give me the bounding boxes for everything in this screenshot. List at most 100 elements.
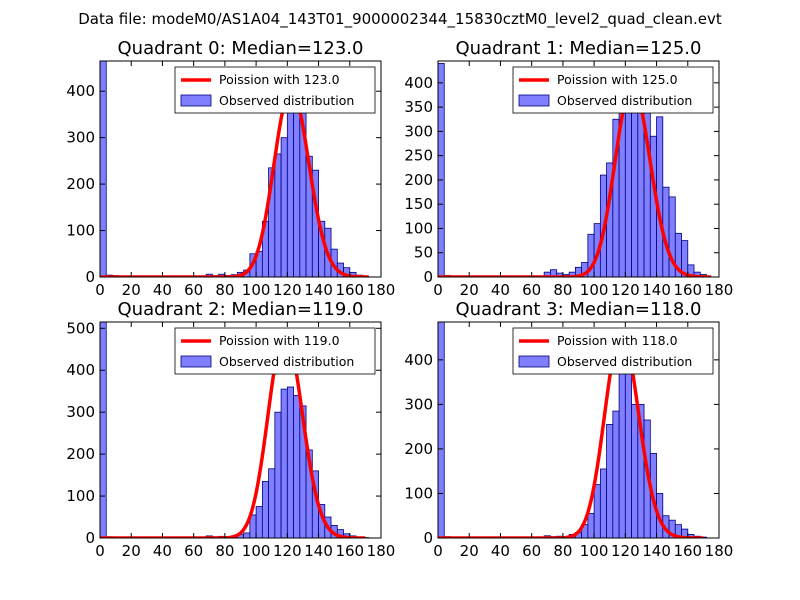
axes-frame [99, 60, 382, 278]
y-tick-label: 0 [85, 529, 95, 547]
x-tick-label: 80 [215, 542, 234, 560]
x-tick-label: 120 [273, 542, 302, 560]
legend-label-fit: Poission with 119.0 [219, 333, 340, 348]
y-tick-label: 250 [404, 147, 433, 165]
x-tick-label: 140 [304, 542, 333, 560]
histogram-bar [274, 411, 282, 538]
x-tick-label: 140 [642, 542, 671, 560]
x-tick-label: 160 [335, 281, 364, 299]
histogram-bar [286, 111, 294, 277]
histogram-bar [624, 106, 632, 277]
legend: Poission with 125.0 Observed distribution [512, 66, 714, 114]
x-tick-label: 40 [153, 542, 172, 560]
legend-bar-swatch [518, 355, 550, 368]
x-tick-label: 80 [553, 542, 572, 560]
subplot-quadrant-3: 0 20 40 60 80 100 120 140 160 1800100200300400Qua… [404, 299, 733, 560]
axes-frame [99, 321, 382, 539]
y-tick-label: 300 [404, 122, 433, 140]
x-tick-label: 180 [705, 281, 734, 299]
x-tick-label: 120 [611, 542, 640, 560]
subplot-quadrant-2: 0 20 40 60 80 100 120 140 160 1800100200300400500… [66, 299, 395, 560]
x-tick-label: 140 [304, 281, 333, 299]
y-tick-label: 50 [414, 244, 433, 262]
histogram-bar [593, 484, 601, 538]
y-tick-label: 400 [66, 82, 95, 100]
x-tick-label: 0 [95, 281, 105, 299]
histogram-bar [618, 372, 626, 538]
legend-label-observed: Observed distribution [557, 354, 692, 369]
x-tick-label: 0 [433, 542, 443, 560]
axes-frame [437, 321, 720, 539]
histogram-bar [280, 388, 288, 538]
legend-bar-swatch [180, 94, 212, 107]
poisson-fit-line [100, 330, 366, 538]
legend-label-observed: Observed distribution [219, 354, 354, 369]
histogram-bar [687, 264, 695, 277]
subplot-quadrant-1: 0 20 40 60 80 100 120 140 160 1800501001502002503… [404, 38, 733, 299]
x-tick-label: 20 [122, 281, 141, 299]
y-tick-label: 0 [423, 529, 433, 547]
y-tick-label: 300 [66, 403, 95, 421]
y-tick-label: 200 [66, 445, 95, 463]
y-tick-label: 400 [404, 74, 433, 92]
x-tick-label: 40 [491, 542, 510, 560]
y-tick-label: 100 [66, 222, 95, 240]
y-tick-label: 100 [404, 219, 433, 237]
x-tick-label: 0 [95, 542, 105, 560]
figure-suptitle: Data file: modeM0/AS1A04_143T01_90000023… [78, 10, 722, 29]
y-tick-label: 200 [404, 171, 433, 189]
histogram-bar [100, 61, 107, 277]
y-tick-label: 150 [404, 195, 433, 213]
y-tick-label: 350 [404, 98, 433, 116]
legend-label-fit: Poission with 125.0 [557, 72, 678, 87]
y-tick-label: 200 [404, 440, 433, 458]
x-tick-label: 80 [215, 281, 234, 299]
x-tick-label: 140 [642, 281, 671, 299]
legend: Poission with 123.0 Observed distribution [174, 66, 376, 114]
x-tick-label: 60 [522, 281, 541, 299]
y-tick-label: 0 [85, 268, 95, 286]
x-tick-label: 20 [460, 542, 479, 560]
subplot-title: Quadrant 2: Median=119.0 [118, 299, 364, 320]
subplot-title: Quadrant 0: Median=123.0 [118, 38, 364, 59]
histogram-bar [587, 513, 595, 538]
subplot-quadrant-0: 0 20 40 60 80 100 120 140 160 1800100200300400Qua… [66, 38, 395, 299]
histogram-bar [612, 410, 620, 538]
x-tick-label: 160 [673, 281, 702, 299]
x-tick-label: 180 [705, 542, 734, 560]
y-tick-label: 400 [66, 361, 95, 379]
histogram-bar [681, 240, 689, 277]
y-tick-label: 100 [404, 484, 433, 502]
x-tick-label: 160 [673, 542, 702, 560]
histogram-bar [100, 322, 107, 538]
x-tick-label: 120 [611, 281, 640, 299]
x-tick-label: 60 [184, 281, 203, 299]
histogram-bar [438, 322, 445, 538]
x-tick-label: 100 [242, 281, 271, 299]
histogram-bar [286, 386, 294, 538]
subplot-title: Quadrant 3: Median=118.0 [456, 299, 702, 320]
x-tick-label: 180 [367, 542, 396, 560]
x-tick-label: 160 [335, 542, 364, 560]
legend: Poission with 119.0 Observed distribution [174, 327, 376, 375]
x-tick-label: 120 [273, 281, 302, 299]
histogram-bar [293, 394, 301, 538]
histogram-bar [599, 468, 607, 538]
histogram-bar [243, 532, 251, 538]
legend-bar-swatch [518, 94, 550, 107]
legend-label-observed: Observed distribution [219, 93, 354, 108]
x-tick-label: 100 [580, 542, 609, 560]
histogram-bar [293, 90, 301, 277]
histogram-bar [624, 352, 632, 538]
axes-frame [437, 60, 720, 278]
poisson-fit-line [438, 331, 704, 538]
histogram-bar [274, 153, 282, 277]
histogram-bar [606, 424, 614, 538]
x-tick-label: 20 [460, 281, 479, 299]
histogram-bar [631, 403, 639, 538]
histogram-bar [280, 137, 288, 277]
legend-bar-swatch [180, 355, 212, 368]
x-tick-label: 100 [242, 542, 271, 560]
x-tick-label: 0 [433, 281, 443, 299]
